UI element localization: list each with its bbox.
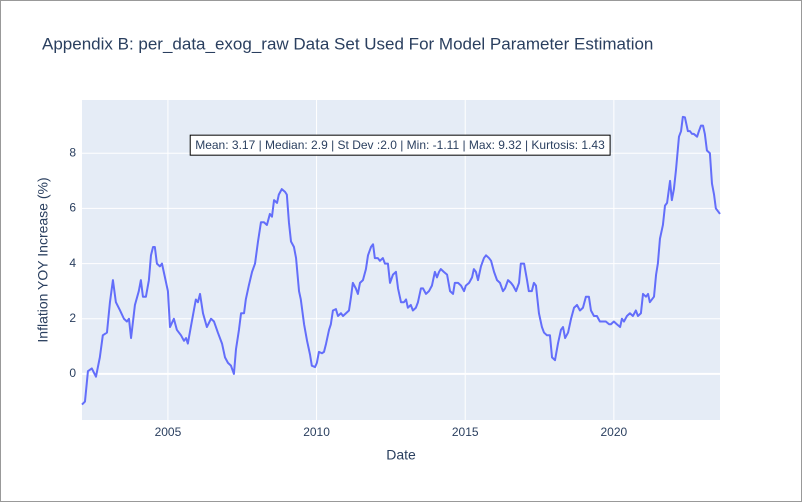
marks bbox=[81, 115, 721, 406]
chart-title: Appendix B: per_data_exog_raw Data Set U… bbox=[42, 34, 653, 53]
x-axis-label: Date bbox=[386, 447, 416, 463]
y-tick-label: 8 bbox=[69, 145, 76, 159]
y-axis-label: Inflation YOY Increase (%) bbox=[35, 177, 51, 342]
x-tick-label: 2010 bbox=[303, 425, 330, 439]
annotation-box bbox=[189, 134, 611, 156]
annotation: Mean: 3.17 | Median: 2.9 | St Dev :2.0 |… bbox=[189, 134, 611, 156]
y-tick-label: 6 bbox=[69, 201, 76, 215]
x-tick-label: 2015 bbox=[452, 425, 479, 439]
data-line bbox=[81, 115, 721, 406]
x-tick-label: 2020 bbox=[601, 425, 628, 439]
annotation-text: Mean: 3.17 | Median: 2.9 | St Dev :2.0 |… bbox=[195, 138, 605, 152]
x-tick-label: 2005 bbox=[155, 425, 182, 439]
y-tick-label: 4 bbox=[69, 256, 76, 270]
y-tick-label: 2 bbox=[69, 311, 76, 325]
y-tick-label: 0 bbox=[69, 366, 76, 380]
